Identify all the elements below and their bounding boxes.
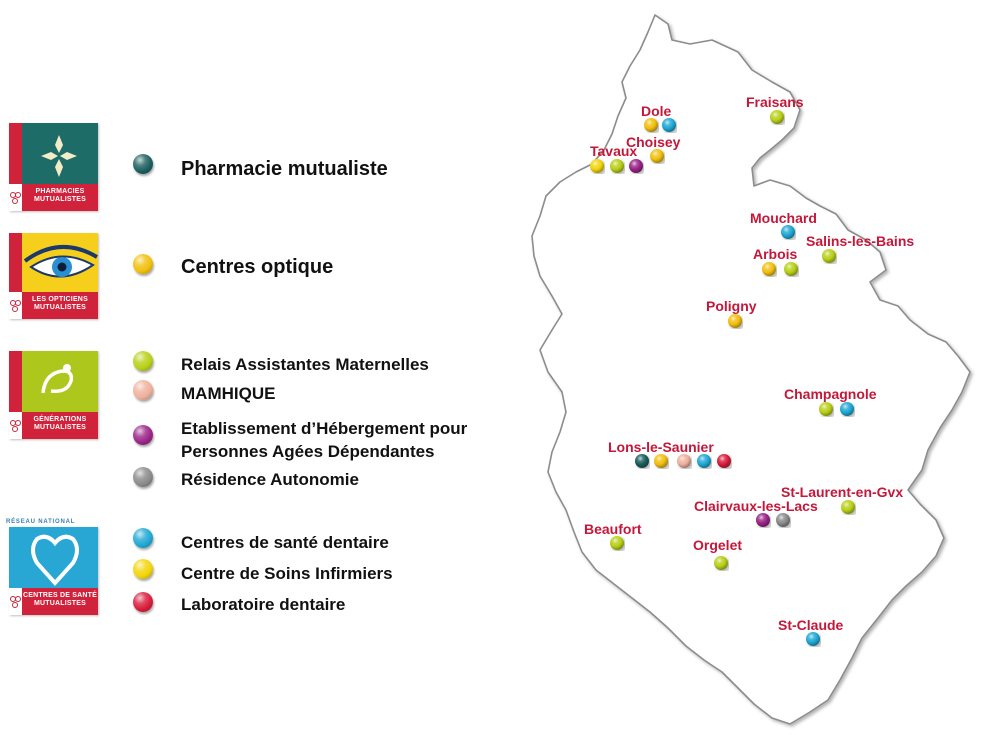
legend-dot-gold	[133, 254, 153, 274]
city-dot-beaufort-1	[610, 536, 624, 550]
legend-label-laboratoire: Laboratoire dentaire	[181, 595, 346, 614]
logo-text-line2: MUTUALISTES	[34, 424, 86, 431]
legend-label-optique: Centres optique	[181, 256, 334, 278]
city-label-choisey: Choisey	[626, 134, 681, 150]
logo-band: GÉNÉRATIONS MUTUALISTES	[9, 412, 98, 439]
logo-opticiens-mutualistes: LES OPTICIENS MUTUALISTES	[9, 233, 98, 319]
logo-text-line2: MUTUALISTES	[34, 304, 86, 311]
city-dot-fraisans-1	[770, 110, 784, 124]
markers-layer: Dole Choisey Tavaux Fraisans Mouchard Sa…	[584, 94, 914, 646]
legend-label-mamhique: MAMHIQUE	[181, 384, 276, 403]
city-label-st-claude: St-Claude	[778, 617, 844, 633]
swirl-icon	[41, 364, 74, 394]
city-label-clairvaux: Clairvaux-les-Lacs	[694, 498, 818, 514]
city-dot-dole-1	[644, 118, 658, 132]
legend-label-ehpad-line2: Personnes Agées Dépendantes	[181, 442, 435, 461]
city-label-tavaux: Tavaux	[590, 143, 637, 159]
city-label-dole: Dole	[641, 103, 672, 119]
legend-dot-yellow	[133, 559, 153, 579]
legend-label-dentaire: Centres de santé dentaire	[181, 533, 389, 552]
city-dot-tavaux-1	[590, 159, 604, 173]
logo-pharmacies-mutualistes: PHARMACIES MUTUALISTES	[9, 123, 98, 211]
city-label-st-laurent: St-Laurent-en-Gvx	[781, 484, 903, 500]
city-dot-lons-5	[717, 454, 731, 468]
city-label-mouchard: Mouchard	[750, 210, 817, 226]
legend-label-pharmacie: Pharmacie mutualiste	[181, 158, 388, 180]
logo-text-line1: GÉNÉRATIONS	[33, 416, 87, 423]
city-label-beaufort: Beaufort	[584, 521, 642, 537]
city-dot-arbois-1	[762, 262, 776, 276]
city-dot-st-laurent-1	[841, 500, 855, 514]
city-label-lons: Lons-le-Saunier	[608, 439, 714, 455]
logo-generations-mutualistes: GÉNÉRATIONS MUTUALISTES	[9, 351, 98, 439]
city-dot-orgelet-1	[714, 556, 728, 570]
city-dot-salins-1	[822, 249, 836, 263]
legend-label-relais: Relais Assistantes Maternelles	[181, 355, 429, 374]
department-outline	[531, 14, 971, 725]
legend-dot-teal	[133, 154, 153, 174]
logo-header-reseau: RÉSEAU NATIONAL	[6, 519, 76, 525]
legend-label-residence: Résidence Autonomie	[181, 470, 359, 489]
logo-text-line2: MUTUALISTES	[34, 196, 86, 203]
city-dot-st-claude-1	[806, 632, 820, 646]
city-label-salins: Salins-les-Bains	[806, 233, 914, 249]
city-dot-dole-2	[662, 118, 676, 132]
city-label-fraisans: Fraisans	[746, 94, 804, 110]
eye-icon	[23, 245, 98, 278]
logo-red-tab	[9, 123, 22, 184]
city-dot-tavaux-2	[610, 159, 624, 173]
city-label-poligny: Poligny	[706, 298, 757, 314]
city-label-champagnole: Champagnole	[784, 386, 877, 402]
city-dot-champagnole-2	[840, 402, 854, 416]
city-dot-mouchard-1	[781, 225, 795, 239]
legend-dot-lime	[133, 351, 153, 371]
logo-red-tab	[9, 233, 22, 292]
logo-red-tab	[9, 351, 22, 412]
city-dot-clairvaux-2	[776, 513, 790, 527]
logo-band: LES OPTICIENS MUTUALISTES	[9, 292, 98, 319]
city-dot-lons-2	[654, 454, 668, 468]
city-dot-lons-4	[697, 454, 711, 468]
legend-label-ehpad-line1: Etablissement d’Hébergement pour	[181, 419, 468, 438]
tooth-heart-icon	[31, 534, 79, 586]
city-dot-clairvaux-1	[756, 513, 770, 527]
city-dot-choisey-1	[650, 149, 664, 163]
logo-centres-sante-mutualistes: CENTRES DE SANTÉ MUTUALISTES	[9, 527, 98, 615]
city-dot-lons-1	[635, 454, 649, 468]
legend-label-infirmiers: Centre de Soins Infirmiers	[181, 564, 393, 583]
city-dot-lons-3	[677, 454, 691, 468]
city-dot-tavaux-3	[629, 159, 643, 173]
legend-dot-grey	[133, 467, 153, 487]
pharmacy-cross-icon	[41, 135, 77, 177]
logo-band: PHARMACIES MUTUALISTES	[9, 184, 98, 211]
city-label-orgelet: Orgelet	[693, 537, 742, 553]
logo-text-line2: MUTUALISTES	[34, 600, 86, 607]
logo-text-line1: PHARMACIES	[35, 188, 85, 195]
legend-dot-red	[133, 592, 153, 612]
city-dot-champagnole-1	[819, 402, 833, 416]
legend-dot-salmon	[133, 380, 153, 400]
legend-dot-purple	[133, 425, 153, 445]
city-dot-arbois-2	[784, 262, 798, 276]
logo-text-line1: LES OPTICIENS	[32, 296, 88, 303]
city-label-arbois: Arbois	[753, 246, 798, 262]
logo-band: CENTRES DE SANTÉ MUTUALISTES	[9, 588, 98, 615]
legend-dot-cyan	[133, 528, 153, 548]
logo-text-line1: CENTRES DE SANTÉ	[23, 592, 97, 599]
city-dot-poligny-1	[728, 314, 742, 328]
